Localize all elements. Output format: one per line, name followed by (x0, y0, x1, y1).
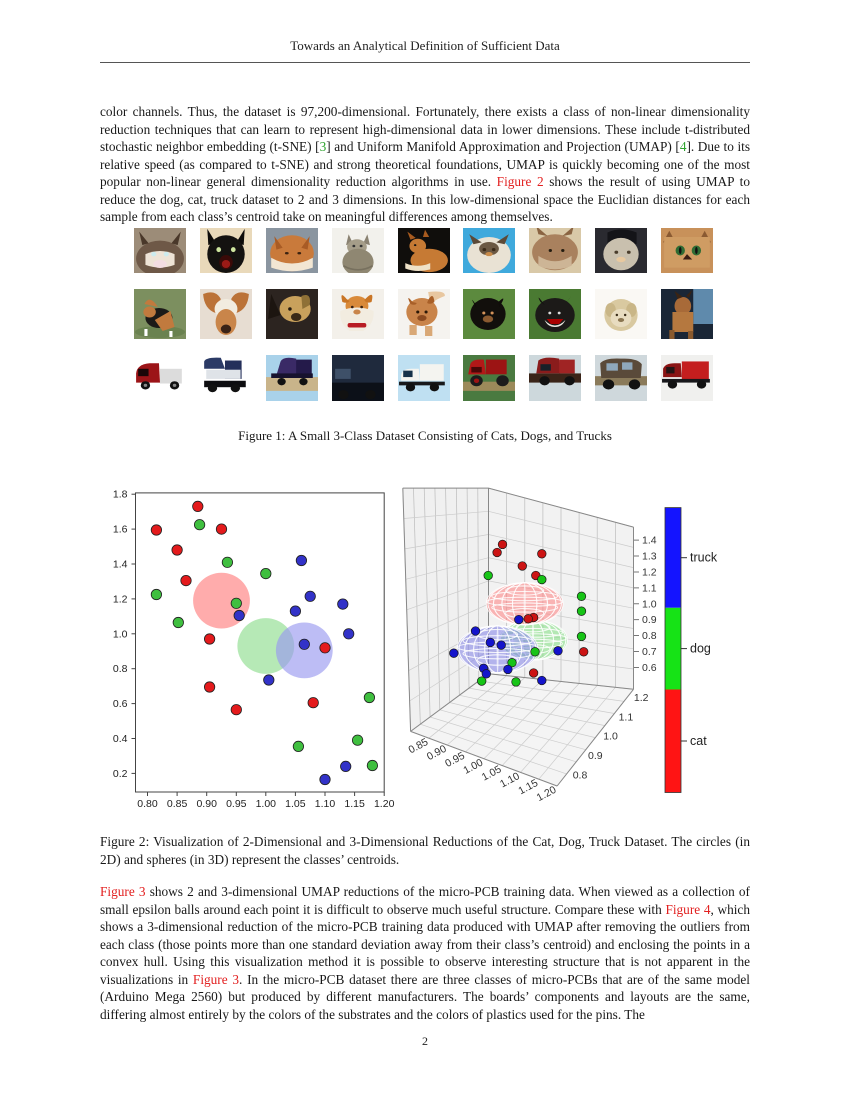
svg-text:0.8: 0.8 (573, 769, 588, 781)
svg-text:1.05: 1.05 (285, 798, 306, 810)
svg-text:1.8: 1.8 (113, 489, 128, 501)
svg-text:1.2: 1.2 (634, 692, 649, 704)
svg-text:1.2: 1.2 (642, 567, 657, 579)
svg-text:cat: cat (690, 734, 707, 748)
svg-text:0.9: 0.9 (588, 750, 603, 762)
svg-text:1.0: 1.0 (113, 628, 128, 640)
svg-text:0.80: 0.80 (137, 798, 158, 810)
svg-text:truck: truck (690, 551, 718, 565)
svg-text:0.90: 0.90 (196, 798, 217, 810)
svg-text:1.6: 1.6 (113, 524, 128, 536)
svg-text:dog: dog (690, 642, 711, 656)
svg-text:0.8: 0.8 (113, 663, 128, 675)
svg-text:1.0: 1.0 (642, 598, 657, 610)
svg-text:1.10: 1.10 (315, 798, 336, 810)
svg-text:0.4: 0.4 (113, 733, 128, 745)
svg-text:0.6: 0.6 (642, 662, 657, 674)
svg-text:1.20: 1.20 (374, 798, 395, 810)
svg-text:1.4: 1.4 (113, 559, 128, 571)
svg-text:0.9: 0.9 (642, 614, 657, 626)
svg-text:1.1: 1.1 (619, 711, 634, 723)
svg-text:1.1: 1.1 (642, 582, 657, 594)
svg-text:0.6: 0.6 (113, 698, 128, 710)
svg-text:0.95: 0.95 (226, 798, 247, 810)
svg-text:0.7: 0.7 (642, 646, 657, 658)
svg-text:1.2: 1.2 (113, 593, 128, 605)
svg-text:0.2: 0.2 (113, 768, 128, 780)
svg-text:1.0: 1.0 (603, 731, 618, 743)
svg-text:0.8: 0.8 (642, 630, 657, 642)
svg-text:1.4: 1.4 (642, 535, 657, 547)
svg-text:1.3: 1.3 (642, 551, 657, 563)
svg-text:1.15: 1.15 (344, 798, 365, 810)
svg-text:1.00: 1.00 (256, 798, 277, 810)
svg-text:0.85: 0.85 (167, 798, 188, 810)
